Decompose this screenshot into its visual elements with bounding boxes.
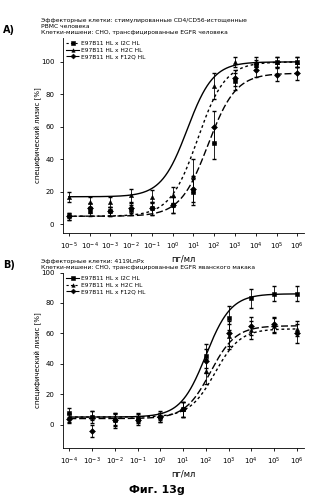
Legend: E97B11 HL x I2C HL, E97B11 HL x H2C HL, E97B11 HL x F12Q HL: E97B11 HL x I2C HL, E97B11 HL x H2C HL, … [65, 276, 146, 294]
Y-axis label: специфический лизис [%]: специфический лизис [%] [34, 312, 42, 408]
X-axis label: пг/мл: пг/мл [171, 255, 195, 264]
Text: Эффекторные клетки: 4119LnPx
Клетки-мишени: СНО, трансфицированные EGFR яванског: Эффекторные клетки: 4119LnPx Клетки-мише… [41, 259, 255, 270]
Text: Эффекторные клетки: стимулированные CD4/CD56-истощенные
РВМС человека
Клетки-миш: Эффекторные клетки: стимулированные CD4/… [41, 18, 247, 35]
Text: A): A) [3, 25, 15, 35]
Text: Фиг. 13g: Фиг. 13g [129, 485, 184, 495]
X-axis label: пг/мл: пг/мл [171, 470, 195, 479]
Y-axis label: специфический лизис [%]: специфический лизис [%] [34, 87, 42, 183]
Legend: E97B11 HL x I2C HL, E97B11 HL x H2C HL, E97B11 HL x F12Q HL: E97B11 HL x I2C HL, E97B11 HL x H2C HL, … [65, 40, 146, 60]
Text: B): B) [3, 260, 15, 270]
